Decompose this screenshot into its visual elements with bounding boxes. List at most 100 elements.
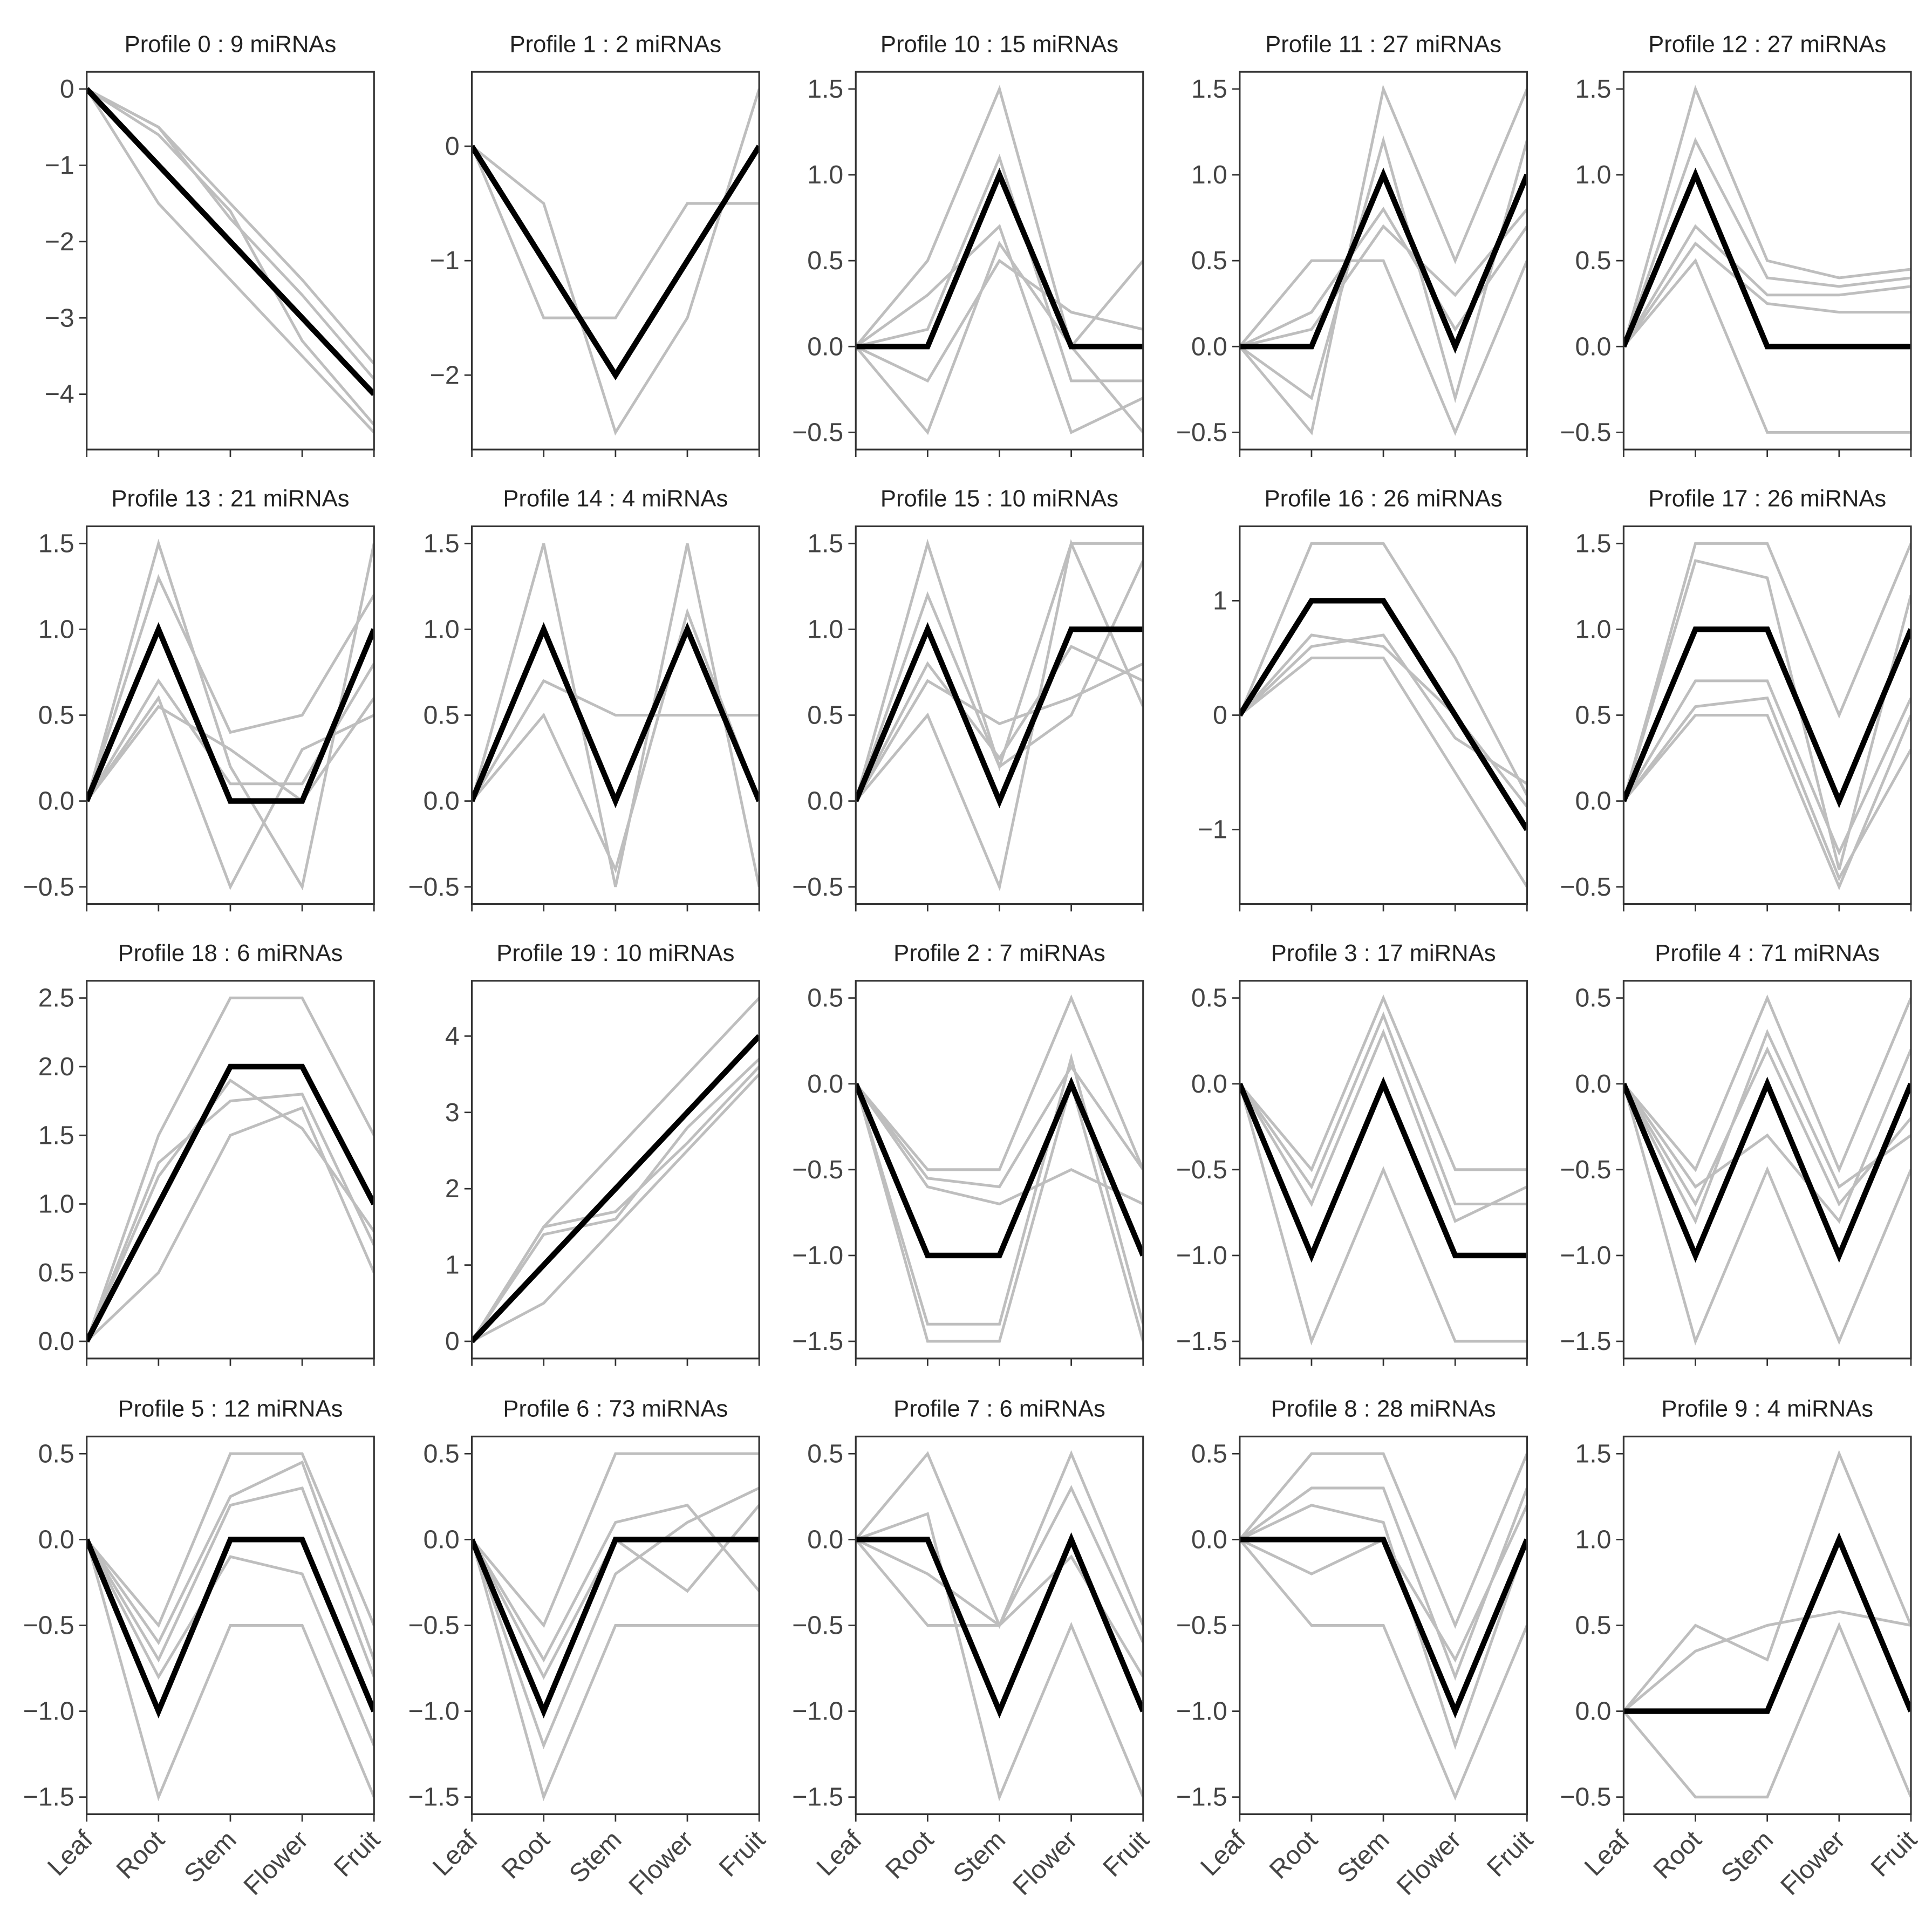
panel-frame: [1622, 1435, 1912, 1816]
mirna-line: [856, 644, 1143, 802]
x-tick-label: Flower: [623, 1825, 699, 1901]
mirna-line: [1623, 559, 1911, 870]
y-tick-label: −1: [45, 151, 74, 180]
profile-line: [1239, 167, 1527, 354]
profile-line: [856, 1076, 1143, 1259]
mirna-line: [1239, 1486, 1527, 1681]
y-tick-label: 1.5: [807, 74, 843, 104]
x-tick-label: Fruit: [1482, 1825, 1539, 1882]
panel-title: Profile 3 : 17 miRNAs: [1271, 940, 1496, 966]
mirna-line: [1623, 994, 1911, 1174]
y-tick-label: 1.5: [424, 529, 460, 558]
y-tick-label: −0.5: [792, 872, 843, 902]
x-tick-label: Fruit: [328, 1825, 386, 1882]
y-tick-label: 0.0: [1575, 787, 1611, 816]
y-tick-label: 0: [445, 132, 460, 161]
mirna-line: [472, 997, 760, 1342]
y-tick-label: −1.0: [1176, 1697, 1227, 1726]
panel-title: Profile 8 : 28 miRNAs: [1271, 1396, 1496, 1422]
mirna-line: [856, 1485, 1143, 1643]
profile-line: [86, 1537, 374, 1718]
mirna-line: [472, 1058, 760, 1342]
y-tick-label: −1.0: [408, 1697, 459, 1726]
mirna-line: [1623, 241, 1911, 347]
y-tick-label: −0.5: [408, 872, 459, 902]
y-tick-label: 0.5: [38, 1258, 74, 1287]
y-tick-label: 0.5: [38, 701, 74, 730]
mirna-line: [856, 85, 1143, 433]
x-tick-label: Root: [1264, 1825, 1323, 1885]
mirna-line: [472, 1073, 760, 1343]
mirna-line: [86, 997, 374, 1342]
y-tick-label: −1.5: [1560, 1327, 1611, 1356]
y-tick-label: −0.5: [23, 1611, 74, 1640]
panel-title: Profile 11 : 27 miRNAs: [1265, 31, 1501, 57]
mirna-line: [86, 1078, 374, 1342]
x-tick-label: Root: [111, 1825, 170, 1885]
y-tick-label: 0.5: [807, 1439, 843, 1468]
x-tick-label: Fruit: [1097, 1825, 1155, 1882]
y-tick-label: −1.0: [1176, 1241, 1227, 1270]
y-tick-label: −0.5: [1560, 872, 1611, 902]
x-tick-label: Fruit: [713, 1825, 771, 1882]
y-tick-label: 0: [445, 1327, 460, 1356]
mirna-line: [86, 1452, 374, 1628]
y-tick-label: −1.5: [23, 1783, 74, 1812]
mirna-line: [856, 1083, 1143, 1206]
y-tick-label: 0.5: [1191, 1439, 1227, 1468]
mirna-line: [1623, 1083, 1911, 1346]
y-tick-label: 1.0: [424, 615, 460, 644]
mirna-line: [472, 1066, 760, 1342]
y-tick-label: 2: [445, 1174, 460, 1203]
y-tick-label: −1.5: [408, 1783, 459, 1812]
y-tick-label: 1.5: [1575, 1439, 1611, 1468]
x-tick-label: Flower: [1775, 1825, 1851, 1901]
profile-line: [1623, 1532, 1911, 1714]
y-tick-label: −1.0: [792, 1241, 843, 1270]
mirna-line: [1623, 1621, 1911, 1799]
y-tick-label: 0.5: [1575, 984, 1611, 1013]
y-tick-label: 0.0: [424, 1525, 460, 1554]
mirna-line: [1623, 1610, 1911, 1713]
mirna-line: [86, 88, 374, 434]
y-tick-label: −1.5: [792, 1783, 843, 1812]
mirna-line: [86, 87, 374, 380]
panel-title: Profile 5 : 12 miRNAs: [118, 1396, 343, 1422]
x-tick-label: Leaf: [811, 1825, 868, 1881]
mirna-line: [86, 574, 374, 802]
y-tick-label: −1: [430, 246, 460, 275]
y-tick-label: 0.0: [1575, 332, 1611, 361]
y-tick-label: 0.0: [1191, 1069, 1227, 1099]
y-tick-label: −0.5: [23, 872, 74, 902]
y-tick-label: 1: [1213, 586, 1227, 615]
mirna-line: [1239, 135, 1527, 404]
y-tick-label: 0.0: [807, 332, 843, 361]
mirna-line: [1239, 656, 1527, 888]
y-tick-label: −0.5: [1560, 1155, 1611, 1184]
y-tick-label: 0.0: [38, 787, 74, 816]
panel-frame: [855, 980, 1144, 1360]
y-tick-label: −0.5: [792, 418, 843, 447]
mirna-line: [472, 543, 760, 888]
mirna-line: [1623, 85, 1911, 347]
profile-line: [1239, 1076, 1527, 1263]
profile-line: [1239, 598, 1527, 831]
mirna-line: [1239, 994, 1527, 1172]
profile-line: [472, 145, 760, 380]
mirna-line: [86, 697, 374, 803]
y-tick-label: 0.5: [38, 1439, 74, 1468]
y-tick-label: 0.0: [1575, 1069, 1611, 1099]
y-tick-label: 0.0: [38, 1525, 74, 1554]
panel-frame: [470, 71, 760, 451]
panel-frame: [855, 525, 1144, 905]
mirna-line: [1239, 1538, 1527, 1801]
profile-line: [1623, 626, 1911, 808]
mirna-line: [1239, 84, 1527, 435]
y-tick-label: 1.0: [1575, 1525, 1611, 1554]
mirna-line: [856, 1512, 1143, 1802]
mirna-line: [472, 1503, 760, 1663]
x-tick-label: Leaf: [427, 1825, 484, 1881]
mirna-line: [1239, 542, 1527, 796]
panel-frame: [1239, 71, 1528, 451]
